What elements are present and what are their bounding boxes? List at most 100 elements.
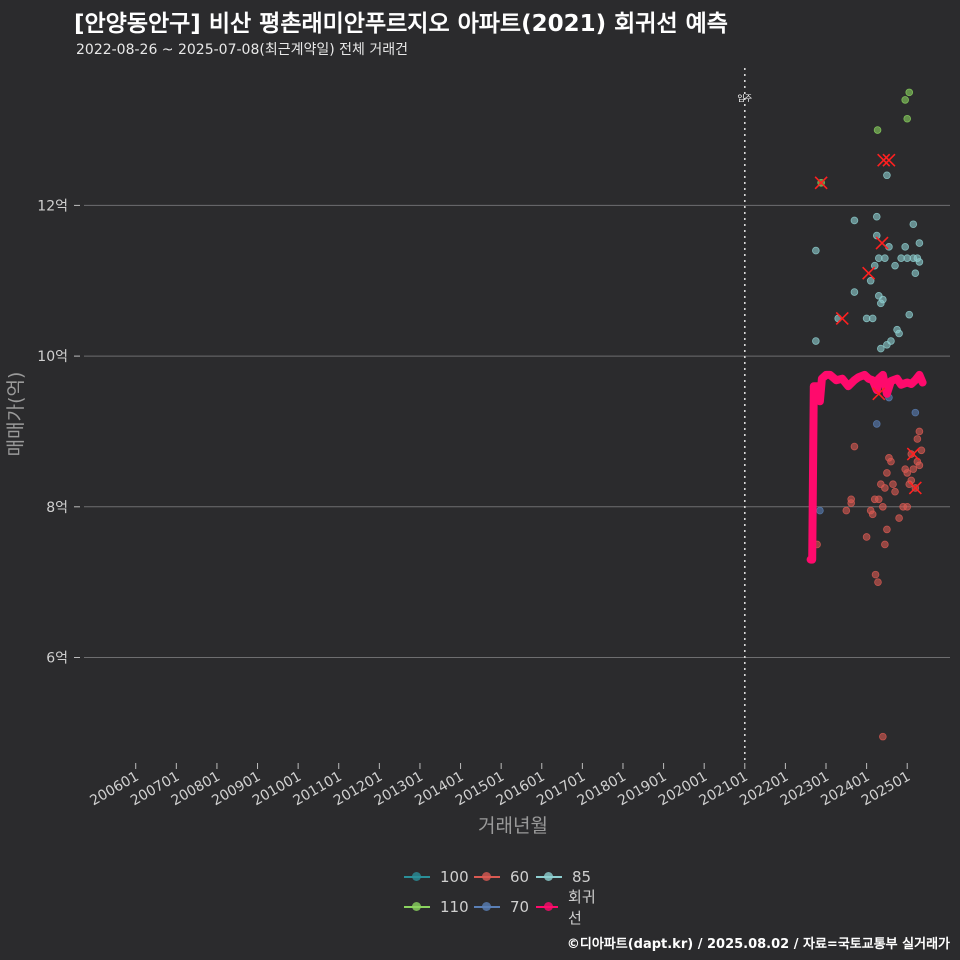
regression-line-path [806, 370, 927, 564]
chart-legend: 100 60 85 110 70 회귀선 [402, 866, 604, 927]
data-point-85 [891, 261, 899, 270]
data-point-85 [887, 337, 895, 345]
data-point-60 [850, 442, 859, 451]
legend-key-icon [534, 870, 564, 884]
data-point-70 [911, 408, 920, 417]
y-tick-label: 10억 [37, 349, 68, 365]
highlight-marker [877, 153, 891, 167]
data-point-60 [871, 570, 880, 579]
legend-item: 110 [402, 896, 472, 918]
data-point-70 [872, 420, 881, 428]
legend-label: 100 [440, 868, 469, 886]
data-point-60 [881, 484, 889, 492]
data-point-60 [883, 525, 891, 534]
legend-item: 85 [534, 866, 604, 888]
legend-item: 회귀선 [534, 888, 604, 927]
data-point-85 [915, 258, 924, 266]
data-point-85 [872, 231, 881, 240]
data-point-85 [879, 295, 887, 304]
x-axis-title: 거래년월 [478, 815, 548, 837]
data-point-85 [895, 329, 903, 338]
data-point-85 [915, 239, 924, 247]
data-point-85 [883, 171, 891, 180]
legend-key-icon [402, 900, 432, 914]
data-point-60 [903, 503, 912, 511]
y-tick-label: 8억 [46, 500, 68, 516]
data-point-60 [913, 435, 922, 443]
data-point-60 [874, 495, 883, 504]
legend-label: 110 [440, 898, 469, 916]
data-point-60 [862, 533, 871, 541]
y-tick-label: 12억 [37, 198, 68, 214]
legend-item: 70 [472, 896, 534, 918]
legend-key-icon [402, 870, 432, 884]
data-point-60 [842, 506, 851, 515]
data-point-60 [868, 510, 877, 519]
grid-lines [84, 204, 950, 659]
data-point-60 [889, 480, 897, 489]
regression-line [806, 370, 927, 564]
legend-label: 60 [510, 868, 530, 886]
data-point-85 [812, 246, 820, 255]
axes: 6억8억10억12억200601200701200801200901201001… [5, 198, 913, 837]
highlight-markers [814, 153, 922, 495]
data-point-60 [879, 732, 887, 741]
legend-item: 60 [472, 866, 534, 888]
data-point-85 [881, 254, 889, 262]
data-point-85 [870, 261, 879, 270]
move-in-label: 입주 [737, 94, 752, 103]
data-point-85 [911, 269, 920, 278]
data-point-60 [895, 514, 903, 522]
data-point-60 [915, 427, 924, 436]
legend-item: 100 [402, 866, 472, 888]
data-point-70 [816, 506, 824, 515]
data-point-60 [909, 465, 918, 473]
legend-label: 회귀선 [568, 888, 596, 927]
data-point-60 [874, 578, 882, 586]
data-point-60 [879, 503, 887, 511]
legend-key-icon [534, 900, 560, 914]
highlight-marker [906, 447, 920, 461]
chart-subtitle: 2022-08-26 ~ 2025-07-08(최근계약일) 전체 거래건 [76, 42, 408, 58]
data-point-110 [905, 88, 914, 97]
highlight-marker [882, 153, 896, 167]
data-point-85 [901, 243, 909, 251]
data-point-60 [907, 450, 916, 458]
highlight-marker [862, 266, 876, 280]
data-point-85 [850, 288, 859, 296]
data-point-110 [901, 96, 909, 104]
data-point-85 [877, 344, 885, 353]
data-point-60 [891, 487, 899, 496]
highlight-marker [814, 176, 828, 190]
data-point-110 [903, 114, 912, 123]
highlight-marker [872, 387, 886, 401]
data-point-60 [887, 457, 895, 466]
source-footer: ©디아파트(dapt.kr) / 2025.08.02 / 자료=국토교통부 실… [566, 937, 950, 952]
data-point-60 [847, 495, 855, 504]
highlight-marker [908, 481, 922, 495]
data-point-60 [903, 469, 912, 477]
highlight-marker [835, 311, 849, 325]
data-point-110 [873, 126, 882, 134]
data-point-60 [915, 461, 924, 470]
legend-key-icon [472, 870, 502, 884]
data-points [807, 88, 926, 741]
data-point-85 [872, 212, 881, 221]
data-point-85 [868, 314, 877, 323]
data-point-85 [866, 276, 875, 285]
data-point-85 [812, 337, 820, 345]
chart-title: [안양동안구] 비산 평촌래미안푸르지오 아파트(2021) 회귀선 예측 [74, 11, 728, 37]
y-tick-label: 6억 [46, 651, 68, 667]
move-in-marker: 입주 [737, 68, 752, 763]
legend-key-icon [472, 900, 502, 914]
data-point-60 [881, 540, 889, 549]
legend-label: 85 [572, 868, 592, 886]
y-axis-title: 매매가(억) [5, 372, 27, 457]
highlight-marker [875, 236, 889, 250]
data-point-85 [905, 310, 914, 319]
data-point-85 [850, 216, 859, 225]
data-point-85 [909, 220, 918, 229]
legend-label: 70 [510, 898, 530, 916]
data-point-60 [883, 469, 891, 477]
